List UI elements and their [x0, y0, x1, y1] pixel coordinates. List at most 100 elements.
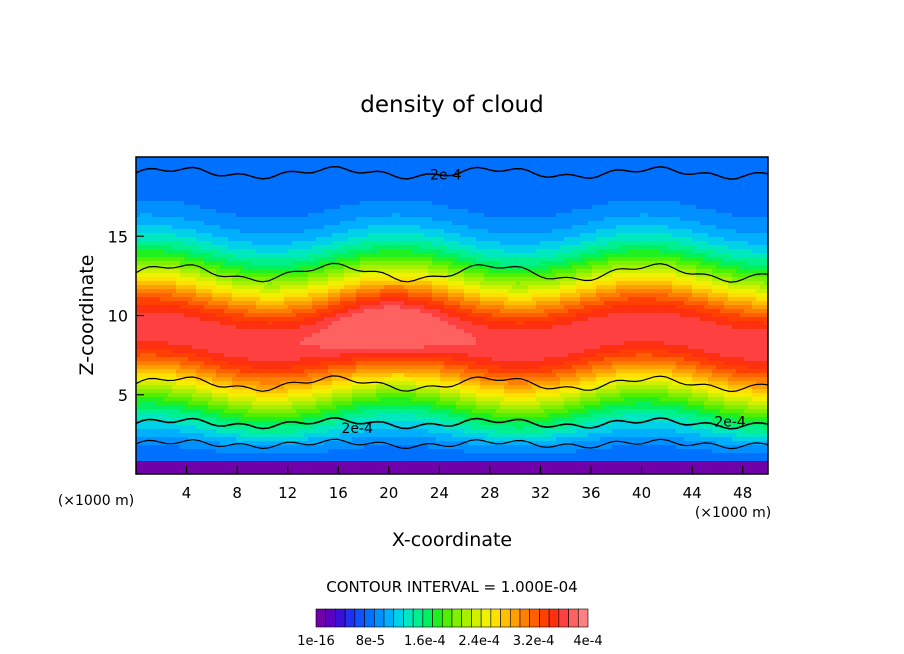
field-cell: [260, 261, 265, 266]
field-cell: [340, 173, 345, 178]
field-cell: [248, 241, 253, 246]
field-cell: [236, 157, 241, 162]
field-cell: [700, 237, 705, 242]
field-cell: [424, 177, 429, 182]
field-cell: [144, 261, 149, 266]
field-cell: [476, 205, 481, 210]
field-cell: [408, 245, 413, 250]
field-cell: [224, 169, 229, 174]
field-cell: [660, 169, 665, 174]
field-cell: [732, 189, 737, 194]
field-cell: [388, 249, 393, 254]
field-cell: [684, 181, 689, 186]
field-cell: [392, 165, 397, 170]
field-cell: [664, 209, 669, 214]
field-cell: [728, 197, 733, 202]
field-cell: [600, 201, 605, 206]
field-cell: [560, 273, 565, 278]
field-cell: [252, 249, 257, 254]
field-cell: [496, 249, 501, 254]
field-cell: [248, 189, 253, 194]
field-cell: [456, 173, 461, 178]
field-cell: [332, 157, 337, 162]
field-cell: [392, 261, 397, 266]
field-cell: [380, 273, 385, 278]
field-cell: [424, 273, 429, 278]
field-cell: [636, 261, 641, 266]
field-cell: [256, 157, 261, 162]
field-cell: [172, 221, 177, 226]
field-cell: [764, 217, 768, 222]
field-cell: [152, 193, 157, 198]
field-cell: [748, 245, 753, 250]
field-cell: [280, 197, 285, 202]
field-cell: [196, 273, 201, 278]
field-cell: [688, 233, 693, 238]
field-cell: [604, 165, 609, 170]
field-cell: [760, 257, 765, 262]
field-cell: [356, 273, 361, 278]
field-cell: [588, 273, 593, 278]
field-cell: [324, 221, 329, 226]
field-cell: [388, 221, 393, 226]
field-cell: [696, 157, 701, 162]
field-cell: [336, 229, 341, 234]
field-cell: [312, 165, 317, 170]
field-cell: [484, 161, 489, 166]
field-cell: [304, 173, 309, 178]
field-cell: [388, 281, 393, 286]
field-cell: [648, 253, 653, 258]
field-cell: [448, 185, 453, 190]
field-cell: [192, 265, 197, 270]
field-cell: [312, 157, 317, 162]
field-cell: [224, 165, 229, 170]
field-cell: [268, 169, 273, 174]
field-cell: [404, 157, 409, 162]
field-cell: [572, 229, 577, 234]
field-cell: [272, 261, 277, 266]
field-cell: [316, 273, 321, 278]
field-cell: [492, 177, 497, 182]
field-cell: [756, 265, 761, 270]
field-cell: [148, 201, 153, 206]
field-cell: [316, 205, 321, 210]
field-cell: [752, 237, 757, 242]
field-cell: [496, 165, 501, 170]
field-cell: [496, 229, 501, 234]
field-cell: [684, 185, 689, 190]
field-cell: [668, 185, 673, 190]
field-cell: [564, 261, 569, 266]
field-cell: [636, 165, 641, 170]
field-cell: [548, 265, 553, 270]
field-cell: [620, 193, 625, 198]
field-cell: [484, 217, 489, 222]
field-cell: [220, 201, 225, 206]
field-cell: [264, 193, 269, 198]
field-cell: [184, 241, 189, 246]
field-cell: [428, 197, 433, 202]
field-cell: [740, 217, 745, 222]
field-cell: [532, 241, 537, 246]
field-cell: [396, 245, 401, 250]
field-cell: [244, 253, 249, 258]
field-cell: [464, 233, 469, 238]
field-cell: [216, 237, 221, 242]
field-cell: [472, 269, 477, 274]
field-cell: [724, 229, 729, 234]
field-cell: [456, 209, 461, 214]
field-cell: [632, 181, 637, 186]
field-cell: [180, 233, 185, 238]
field-cell: [716, 205, 721, 210]
field-cell: [568, 265, 573, 270]
field-cell: [340, 197, 345, 202]
field-cell: [256, 249, 261, 254]
field-cell: [568, 257, 573, 262]
field-cell: [708, 169, 713, 174]
field-cell: [196, 277, 201, 282]
field-cell: [172, 281, 177, 286]
field-cell: [476, 229, 481, 234]
field-cell: [276, 249, 281, 254]
field-cell: [316, 197, 321, 202]
field-cell: [400, 217, 405, 222]
field-cell: [636, 229, 641, 234]
